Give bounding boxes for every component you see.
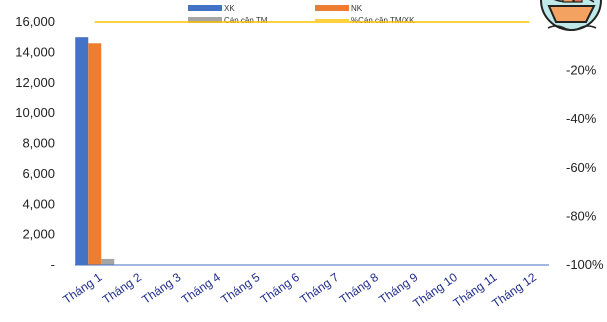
legend-label-nk: NK (351, 4, 363, 13)
legend-swatch-c-n-c-n-tm (188, 17, 222, 23)
bar-xk-1 (75, 37, 89, 265)
x-category-label: Tháng 10 (410, 270, 460, 311)
y-left-tick-label: 4,000 (22, 196, 55, 211)
cargo-ship-globe-icon (540, 0, 602, 31)
x-category-label: Tháng 6 (258, 270, 302, 307)
y-right-tick-label: -20% (566, 63, 597, 78)
legend-swatch-nk (315, 5, 349, 11)
y-left-tick-label: - (51, 257, 55, 272)
x-category-label: Tháng 1 (60, 270, 104, 307)
y-right-tick-label: -60% (566, 160, 597, 175)
legend-swatch-xk (188, 5, 222, 11)
y-left-tick-label: 16,000 (15, 14, 55, 29)
legend-label--c-n-c-n-tm-xk: %Cán cân TM/XK (351, 16, 415, 25)
x-category-label: Tháng 4 (179, 270, 223, 307)
y-left-tick-label: 2,000 (22, 227, 55, 242)
y-axis-left: - 2,000 4,000 6,000 8,000 10,000 12,000 14,000 1… (15, 14, 55, 272)
y-left-tick-label: 6,000 (22, 166, 55, 181)
y-right-tick-label: -100% (566, 257, 604, 272)
x-category-label: Tháng 3 (139, 270, 183, 307)
x-category-label: Tháng 12 (489, 270, 539, 311)
bars (75, 37, 115, 266)
x-category-label: Tháng 5 (218, 270, 262, 307)
x-category-label: Tháng 8 (337, 270, 381, 307)
bar-c-n-c-n-tm-1 (101, 258, 115, 265)
x-category-label: Tháng 7 (297, 270, 341, 307)
y-left-tick-label: 8,000 (22, 136, 55, 151)
legend-label-c-n-c-n-tm: Cán cân TM (224, 16, 268, 25)
y-left-tick-label: 14,000 (15, 44, 55, 59)
legend: XK NK Cán cân TM %Cán cân TM/XK (188, 4, 415, 25)
y-left-tick-label: 12,000 (15, 75, 55, 90)
bar-nk-1 (88, 43, 102, 266)
x-category-label: Tháng 2 (100, 270, 144, 307)
y-right-tick-label: -40% (566, 111, 597, 126)
y-left-tick-label: 10,000 (15, 105, 55, 120)
y-right-tick-label: -80% (566, 208, 597, 223)
y-axis-right: -100%-80%-60%-40%-20%0% (566, 14, 604, 272)
legend-label-xk: XK (224, 4, 235, 13)
